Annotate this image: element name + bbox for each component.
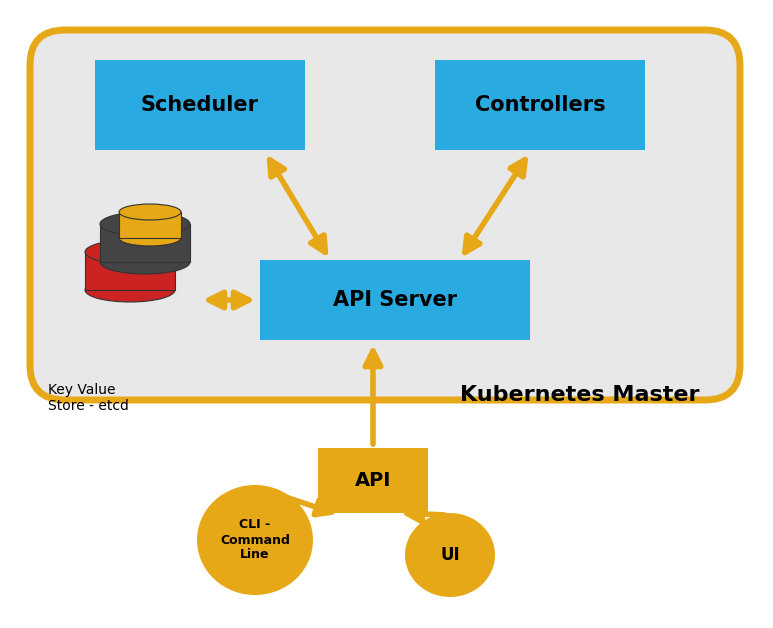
FancyArrowPatch shape <box>465 160 525 252</box>
Text: Key Value
Store - etcd: Key Value Store - etcd <box>48 383 129 413</box>
FancyBboxPatch shape <box>95 60 305 150</box>
FancyArrowPatch shape <box>365 351 381 444</box>
Bar <box>100 224 190 262</box>
Ellipse shape <box>100 250 190 274</box>
Text: API Server: API Server <box>333 290 457 310</box>
Text: UI: UI <box>440 546 460 564</box>
FancyBboxPatch shape <box>435 60 645 150</box>
Ellipse shape <box>119 204 181 220</box>
Text: Controllers: Controllers <box>475 95 605 115</box>
Text: Scheduler: Scheduler <box>141 95 259 115</box>
FancyArrowPatch shape <box>407 506 444 522</box>
Text: Kubernetes Master: Kubernetes Master <box>461 385 700 405</box>
FancyBboxPatch shape <box>318 448 428 513</box>
Bar <box>85 252 175 290</box>
Bar <box>119 212 181 238</box>
Ellipse shape <box>85 240 175 264</box>
Ellipse shape <box>119 230 181 246</box>
Ellipse shape <box>197 485 313 595</box>
Ellipse shape <box>85 278 175 302</box>
FancyArrowPatch shape <box>209 292 249 308</box>
Text: CLI -
Command
Line: CLI - Command Line <box>220 519 290 561</box>
Ellipse shape <box>100 212 190 236</box>
FancyBboxPatch shape <box>260 260 530 340</box>
FancyArrowPatch shape <box>257 488 332 515</box>
Ellipse shape <box>405 513 495 597</box>
FancyBboxPatch shape <box>30 30 740 400</box>
Text: API: API <box>355 471 391 490</box>
FancyArrowPatch shape <box>270 160 325 252</box>
